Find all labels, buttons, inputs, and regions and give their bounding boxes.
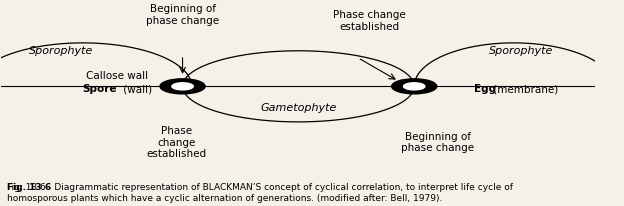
Text: Fig. 13.6   Diagrammatic representation of BLACKMAN’S concept of cyclical correl: Fig. 13.6 Diagrammatic representation of… [7,182,514,202]
Text: (wall): (wall) [120,84,152,94]
Text: (membrane): (membrane) [490,84,558,94]
Text: Spore: Spore [83,84,117,94]
Text: Phase
change
established: Phase change established [147,125,207,158]
Text: Sporophyte: Sporophyte [29,46,93,55]
Text: Fig. 13.6: Fig. 13.6 [7,182,52,191]
Text: Sporophyte: Sporophyte [489,46,553,55]
Text: Gametophyte: Gametophyte [260,103,336,112]
Circle shape [172,83,193,90]
Text: Beginning of
phase change: Beginning of phase change [146,4,219,26]
Text: Egg: Egg [474,84,495,94]
Text: Phase change
established: Phase change established [333,10,406,32]
Circle shape [160,80,205,94]
Circle shape [404,83,425,90]
Text: Callose wall: Callose wall [86,71,149,81]
Text: Beginning of
phase change: Beginning of phase change [401,131,474,153]
Circle shape [392,80,437,94]
